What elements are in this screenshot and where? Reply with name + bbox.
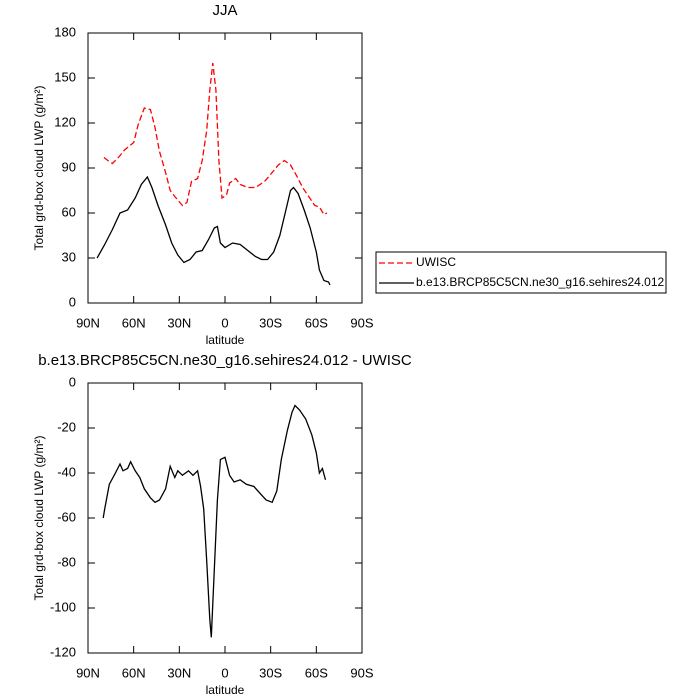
x-tick-label: 30N — [167, 665, 191, 680]
plot-frame — [87, 32, 363, 304]
y-axis-label: Total grd-box cloud LWP (g/m²) — [32, 86, 46, 251]
x-tick-label: 60N — [122, 315, 146, 330]
y-tick-label: 150 — [54, 69, 76, 84]
y-tick-label: -80 — [57, 554, 76, 569]
x-tick-label: 30S — [259, 665, 282, 680]
data-line — [103, 62, 328, 216]
y-tick-label: 0 — [69, 294, 76, 309]
plot-frame — [87, 382, 363, 654]
y-tick-label: -120 — [50, 644, 76, 659]
x-tick-label: 60N — [122, 665, 146, 680]
y-tick-label: -60 — [57, 509, 76, 524]
y-tick-label: 90 — [62, 159, 76, 174]
chart-title: JJA — [212, 2, 237, 19]
legend-label: UWISC — [416, 255, 456, 269]
x-tick-label: 60S — [305, 665, 328, 680]
x-tick-label: 90S — [350, 315, 373, 330]
y-tick-label: 120 — [54, 114, 76, 129]
x-tick-label: 0 — [221, 315, 228, 330]
data-line — [102, 404, 327, 638]
x-tick-label: 30S — [259, 315, 282, 330]
x-tick-label: 30N — [167, 315, 191, 330]
x-axis-label: latitude — [206, 333, 245, 347]
y-tick-label: 30 — [62, 249, 76, 264]
x-tick-label: 60S — [305, 315, 328, 330]
x-tick-label: 90N — [76, 315, 100, 330]
x-tick-label: 90N — [76, 665, 100, 680]
y-tick-label: 0 — [69, 374, 76, 389]
y-tick-label: -20 — [57, 419, 76, 434]
legend-label: b.e13.BRCP85C5CN.ne30_g16.sehires24.012 — [416, 275, 664, 289]
y-tick-label: -100 — [50, 599, 76, 614]
y-tick-label: 60 — [62, 204, 76, 219]
data-line — [96, 175, 331, 286]
x-tick-label: 90S — [350, 665, 373, 680]
chart-title: b.e13.BRCP85C5CN.ne30_g16.sehires24.012 … — [38, 352, 412, 369]
x-axis-label: latitude — [206, 683, 245, 697]
x-tick-label: 0 — [221, 665, 228, 680]
y-axis-label: Total grd-box cloud LWP (g/m²) — [32, 436, 46, 601]
y-tick-label: -40 — [57, 464, 76, 479]
legend-box — [375, 251, 667, 294]
y-tick-label: 180 — [54, 24, 76, 39]
